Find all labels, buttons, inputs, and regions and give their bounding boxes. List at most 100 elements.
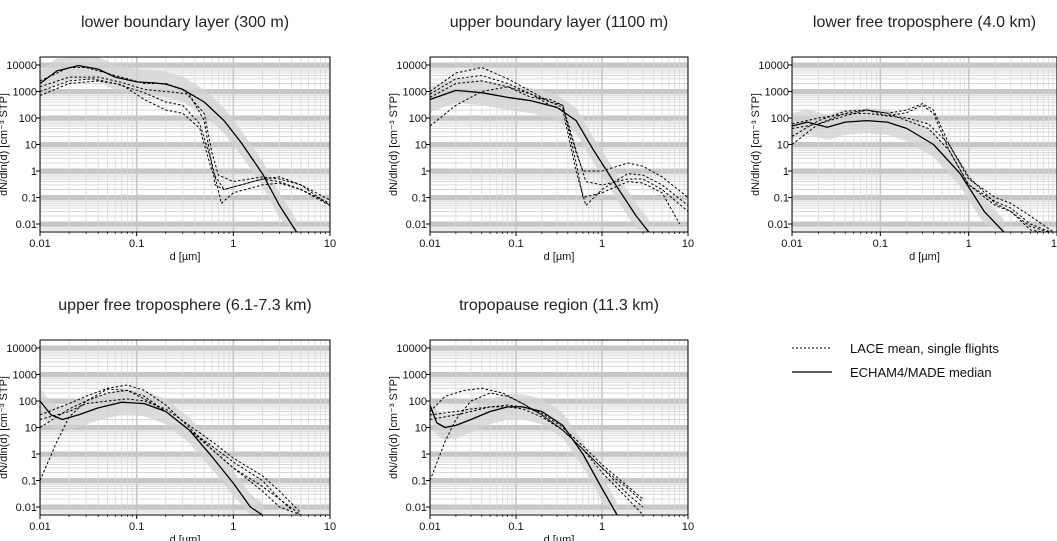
x-tick-label: 10 xyxy=(1051,238,1057,250)
x-tick-label: 0.1 xyxy=(129,521,144,533)
chart-panel-2: 0.01 0.1 1 10 0.01 0.1 1 10 100 1000 10000 upper bo… xyxy=(388,14,694,263)
x-tick-label: 1 xyxy=(230,238,236,250)
series-lace-flight-2 xyxy=(430,387,644,508)
series-lace-flight-2 xyxy=(40,384,302,515)
series-lace-flight-2 xyxy=(792,104,1052,232)
y-tick-label: 10 xyxy=(25,423,37,435)
y-tick-label: 0.01 xyxy=(406,502,427,514)
grid xyxy=(430,57,688,232)
x-tick-label: 0.1 xyxy=(873,238,888,250)
y-axis-label: dN/dln(d) [cm⁻³ STP] xyxy=(0,376,10,479)
x-tick-label: 1 xyxy=(230,521,236,533)
model-spread-band xyxy=(430,392,618,515)
y-tick-label: 0.1 xyxy=(412,476,427,488)
legend-label-echam: ECHAM4/MADE median xyxy=(850,365,992,380)
panel-title: tropopause region (11.3 km) xyxy=(459,297,659,314)
y-tick-label: 0.1 xyxy=(774,193,789,205)
y-tick-label: 1000 xyxy=(13,369,37,381)
x-tick-label: 0.01 xyxy=(29,238,50,250)
series-lace-flight-3 xyxy=(430,80,688,212)
y-tick-label: 1000 xyxy=(403,86,427,98)
y-axis-label: dN/dln(d) [cm⁻³ STP] xyxy=(750,93,762,196)
x-tick-label: 0.1 xyxy=(508,521,523,533)
y-tick-label: 0.01 xyxy=(768,219,789,231)
model-spread-band xyxy=(792,107,1004,232)
x-tick-label: 0.1 xyxy=(129,238,144,250)
x-tick-label: 10 xyxy=(682,238,694,250)
x-axis-label: d [µm] xyxy=(170,534,201,541)
panel-title: lower free troposphere (4.0 km) xyxy=(813,14,1036,31)
series-lace-flight-2 xyxy=(430,75,688,206)
x-tick-label: 10 xyxy=(324,521,336,533)
y-tick-label: 100 xyxy=(19,113,37,125)
x-tick-label: 10 xyxy=(324,238,336,250)
x-tick-label: 0.01 xyxy=(419,521,440,533)
series-model-median xyxy=(792,119,1005,232)
y-tick-label: 10000 xyxy=(396,343,427,355)
chart-panel-3: 0.01 0.1 1 10 0.01 0.1 1 10 100 1000 10000 lower fr… xyxy=(750,14,1057,263)
x-tick-label: 1 xyxy=(966,238,972,250)
series-lace-flight-1 xyxy=(430,67,688,198)
x-axis-label: d [µm] xyxy=(170,251,201,263)
grid xyxy=(792,57,1057,232)
x-tick-label: 1 xyxy=(599,521,605,533)
grid xyxy=(40,340,330,515)
y-tick-label: 100 xyxy=(771,113,789,125)
y-tick-label: 100 xyxy=(409,396,427,408)
x-axis-label: d [µm] xyxy=(909,251,940,263)
y-tick-label: 10 xyxy=(777,140,789,152)
legend-label-lace: LACE mean, single flights xyxy=(850,341,999,356)
series-model-median xyxy=(430,404,618,515)
panel-title: upper boundary layer (1100 m) xyxy=(450,14,669,31)
series-lace-flight-3 xyxy=(430,404,644,500)
series-lace-flight-4 xyxy=(792,109,1046,232)
y-tick-label: 0.1 xyxy=(22,476,37,488)
y-tick-label: 1 xyxy=(31,166,37,178)
y-axis-label: dN/dln(d) [cm⁻³ STP] xyxy=(388,93,400,196)
series-lace-flight-4 xyxy=(430,86,681,225)
y-axis-label: dN/dln(d) [cm⁻³ STP] xyxy=(0,93,10,196)
x-tick-label: 0.01 xyxy=(781,238,802,250)
y-axis-label: dN/dln(d) [cm⁻³ STP] xyxy=(388,376,400,479)
chart-panel-4: 0.01 0.1 1 10 0.01 0.1 1 10 100 1000 10000 upper fr… xyxy=(0,297,336,541)
x-tick-label: 0.01 xyxy=(29,521,50,533)
y-tick-label: 10 xyxy=(25,140,37,152)
panel-title: lower boundary layer (300 m) xyxy=(81,14,289,31)
chart-panel-1: 0.01 0.1 1 10 0.01 0.1 1 10 100 1000 10000 lower bo… xyxy=(0,14,336,263)
series-lace-flight-4 xyxy=(40,80,330,201)
y-tick-label: 0.01 xyxy=(406,219,427,231)
series-lace-flight-1 xyxy=(40,67,330,206)
y-tick-label: 1 xyxy=(421,449,427,461)
y-tick-label: 100 xyxy=(409,113,427,125)
legend: LACE mean, single flights ECHAM4/MADE me… xyxy=(792,341,999,380)
y-tick-label: 0.1 xyxy=(22,193,37,205)
y-tick-label: 10000 xyxy=(396,60,427,72)
series-lace-flight-4 xyxy=(40,398,302,514)
series-model-median xyxy=(40,64,298,232)
x-tick-label: 0.01 xyxy=(419,238,440,250)
y-tick-label: 1 xyxy=(31,449,37,461)
series-lace-flight-3 xyxy=(792,112,1051,232)
series-lace-flight-1 xyxy=(430,392,644,515)
y-tick-label: 10 xyxy=(415,423,427,435)
series-model-median xyxy=(40,400,263,515)
y-tick-label: 10000 xyxy=(6,60,37,72)
y-tick-label: 0.1 xyxy=(412,193,427,205)
x-axis-label: d [µm] xyxy=(544,251,575,263)
y-tick-label: 1 xyxy=(783,166,789,178)
model-spread-band xyxy=(430,77,649,232)
y-tick-label: 10000 xyxy=(758,60,789,72)
y-tick-label: 0.01 xyxy=(16,219,37,231)
y-tick-label: 1 xyxy=(421,166,427,178)
series-lace-flight-4 xyxy=(430,406,644,503)
panel-title: upper free troposphere (6.1-7.3 km) xyxy=(58,297,311,314)
x-tick-label: 10 xyxy=(682,521,694,533)
y-tick-label: 10000 xyxy=(6,343,37,355)
y-tick-label: 0.01 xyxy=(16,502,37,514)
x-tick-label: 0.1 xyxy=(508,238,523,250)
series-lace-flight-3 xyxy=(40,389,292,510)
series-model-median xyxy=(430,89,650,232)
y-tick-label: 100 xyxy=(19,396,37,408)
y-tick-label: 1000 xyxy=(765,86,789,98)
